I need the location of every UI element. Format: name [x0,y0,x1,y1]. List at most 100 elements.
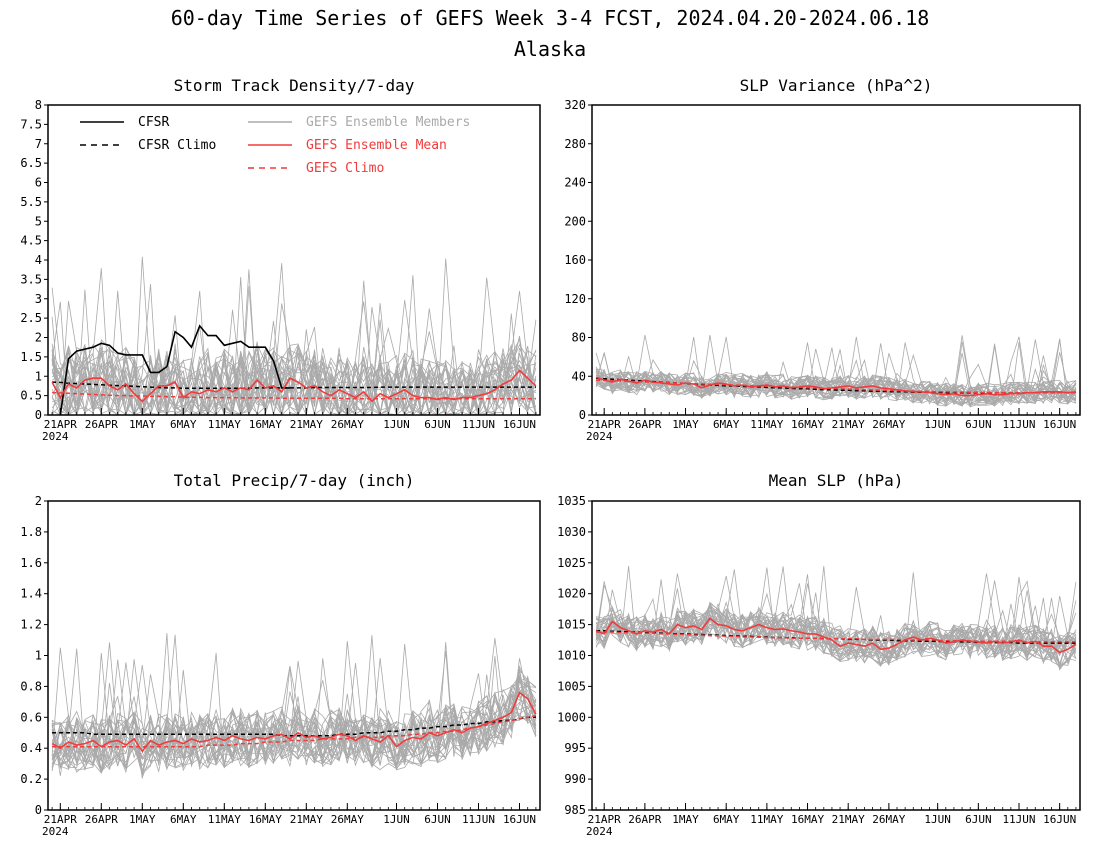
chart-panel-2: SLP Variance (hPa^2) 0 40 80 120 160 200 240 280… [564,76,1081,443]
y-tick-label: 320 [564,98,586,112]
ensemble-member-line [51,269,537,415]
plot-frame [47,500,541,811]
x-tick-label: 21APR [588,813,621,826]
x-tick-label: 1JUN [924,418,951,431]
x-tick-label: 16MAY [249,418,282,431]
plot-area [595,566,1077,671]
y-tick-label: 3 [35,292,42,306]
x-tick-label: 26MAY [331,813,364,826]
x-year-label: 2024 [586,430,613,443]
x-tick-label: 21MAY [290,418,323,431]
x-tick-label: 21MAY [832,813,865,826]
x-tick-label: 1MAY [672,813,699,826]
x-tick-label: 6MAY [170,418,197,431]
ensemble-member-line [595,368,1077,404]
x-tick-label: 21APR [44,418,77,431]
series-gefs-ensemble-mean [595,376,1076,397]
x-tick-label: 16MAY [791,813,824,826]
ensemble-members [51,633,537,779]
x-tick-label: 6MAY [713,418,740,431]
panel-title: Storm Track Density/7-day [174,76,415,95]
x-tick-label: 26MAY [331,418,364,431]
y-tick-label: 1.5 [20,350,42,364]
series-gefs-climo [596,379,1076,394]
y-tick-label: 0 [579,408,586,422]
y-tick-label: 8 [35,98,42,112]
y-tick-label: 0.8 [20,679,42,693]
figure-subtitle: Alaska [514,37,586,61]
y-tick-label: 120 [564,292,586,306]
y-tick-label: 1010 [557,649,586,663]
x-tick-label: 1JUN [383,418,410,431]
y-tick-label: 1000 [557,710,586,724]
x-tick-label: 16MAY [791,418,824,431]
panel-title: Total Precip/7-day (inch) [174,471,415,490]
x-tick-label: 11JUN [1002,813,1035,826]
panel-title: SLP Variance (hPa^2) [740,76,933,95]
series-cfsr-climo [52,381,536,390]
y-tick-label: 3.5 [20,272,42,286]
y-tick-label: 0.5 [20,389,42,403]
x-tick-label: 1JUN [383,813,410,826]
y-tick-label: 0.6 [20,710,42,724]
x-tick-label: 11MAY [750,813,783,826]
y-tick-label: 1015 [557,618,586,632]
x-tick-label: 6JUN [424,418,451,431]
plot-frame [47,104,541,416]
ensemble-member-line [51,289,537,415]
y-tick-label: 6 [35,176,42,190]
ensemble-member-line [595,336,1077,406]
ensemble-member-line [595,607,1077,664]
y-tick-label: 80 [572,331,586,345]
x-tick-label: 6MAY [170,813,197,826]
y-tick-label: 985 [564,803,586,817]
x-tick-label: 26APR [628,418,661,431]
ensemble-member-line [595,589,1077,666]
ensemble-member-line [595,575,1077,660]
y-tick-label: 7 [35,137,42,151]
ensemble-member-line [51,700,537,771]
x-tick-label: 26APR [85,813,118,826]
y-tick-label: 1030 [557,525,586,539]
chart-panel-3: Total Precip/7-day (inch)00.20.40.60.811… [20,471,541,838]
y-tick-label: 1 [35,649,42,663]
y-tick-label: 1 [35,369,42,383]
y-tick-label: 4 [35,253,42,267]
series-cfsr [59,324,290,415]
y-tick-label: 0.4 [20,741,42,755]
ensemble-member-line [595,605,1077,668]
x-tick-label: 16JUN [503,418,536,431]
legend-label: CFSR Climo [138,138,216,153]
chart-panel-4: Mean SLP (hPa) 985 990 995 1000 1005 1010 1015 1… [557,471,1081,838]
chart-panel-1: Storm Track Density/7-day 0 0.5 1 1.5 2 2.5 3 3.… [20,76,541,443]
x-tick-label: 11MAY [750,418,783,431]
y-tick-label: 0 [35,803,42,817]
series-gefs-ensemble-mean [51,691,537,753]
x-tick-label: 26APR [85,418,118,431]
x-tick-label: 11JUN [462,813,495,826]
ensemble-member-line [595,611,1077,664]
x-tick-label: 1MAY [129,418,156,431]
ensemble-member-line [51,290,537,415]
x-tick-label: 16JUN [1043,418,1076,431]
y-tick-label: 2 [35,331,42,345]
x-tick-label: 11MAY [208,418,241,431]
y-tick-label: 5 [35,214,42,228]
x-year-label: 2024 [42,430,69,443]
ensemble-members [595,566,1077,671]
y-tick-label: 200 [564,214,586,228]
x-tick-label: 11JUN [1002,418,1035,431]
figure-title: 60-day Time Series of GEFS Week 3-4 FCST… [171,6,930,30]
y-tick-label: 1.4 [20,587,42,601]
x-tick-label: 1MAY [672,418,699,431]
x-tick-label: 1MAY [129,813,156,826]
y-tick-label: 2 [35,494,42,508]
ensemble-members [51,256,537,415]
x-tick-label: 6JUN [965,418,992,431]
y-tick-label: 6.5 [20,156,42,170]
legend: CFSR CFSR Climo GEFS Ensemble Members GEFS … [80,115,470,176]
y-tick-label: 1035 [557,494,586,508]
x-tick-label: 26MAY [872,813,905,826]
panels: Storm Track Density/7-day 0 0.5 1 1.5 2 2.5 3 3.… [20,76,1081,838]
